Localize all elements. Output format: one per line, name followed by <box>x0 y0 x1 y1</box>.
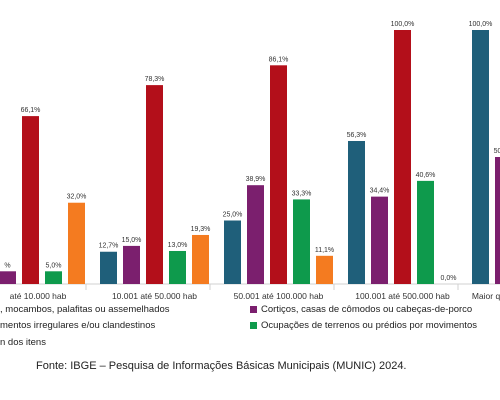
legend-label: n dos itens <box>0 337 46 348</box>
legend-label: mentos irregulares e/ou clandestinos <box>0 320 156 331</box>
legend-swatch <box>250 322 257 329</box>
data-label: % <box>4 262 10 269</box>
data-label: 13,0% <box>168 242 188 249</box>
bar <box>270 65 287 284</box>
legend-item-nenhum: n dos itens <box>0 337 46 348</box>
bar <box>417 180 434 284</box>
data-label: 40,6% <box>416 172 436 179</box>
bar <box>495 157 500 284</box>
bar <box>0 271 16 284</box>
data-label: 25,0% <box>223 212 243 219</box>
bar <box>169 250 186 284</box>
data-label: 19,3% <box>191 226 211 233</box>
data-label: 34,4% <box>370 188 390 195</box>
x-tick-label: até 10.000 hab <box>10 291 67 301</box>
bar <box>45 271 62 284</box>
legend-item-corticos: Cortiços, casas de cômodos ou cabeças-de… <box>250 304 472 315</box>
bar <box>394 30 411 284</box>
x-tick-label: Maior q <box>472 291 500 301</box>
bar <box>100 251 117 284</box>
data-label: 78,3% <box>145 76 165 83</box>
data-label: 50,0% <box>494 148 500 155</box>
data-label: 11,1% <box>315 247 334 254</box>
chart-source: Fonte: IBGE – Pesquisa de Informações Bá… <box>36 360 407 372</box>
legend-label: , mocambos, palafitas ou assemelhados <box>0 304 170 315</box>
x-tick-label: 100.001 até 500.000 hab <box>355 291 450 301</box>
x-tick-label: 50.001 até 100.000 hab <box>234 291 324 301</box>
legend-item-ocupacoes: Ocupações de terrenos ou prédios por mov… <box>250 320 477 331</box>
bar <box>192 234 209 284</box>
legend-item-irregulares: mentos irregulares e/ou clandestinos <box>0 320 155 331</box>
data-label: 38,9% <box>246 176 266 183</box>
bar <box>472 30 489 284</box>
bar <box>316 255 333 284</box>
bar <box>247 185 264 284</box>
legend-swatch <box>250 306 257 313</box>
legend-label: Ocupações de terrenos ou prédios por mov… <box>261 320 477 331</box>
bar <box>146 85 163 284</box>
bar <box>22 116 39 284</box>
data-label: 66,1% <box>21 107 41 114</box>
data-label: 100,0% <box>391 21 415 28</box>
bar <box>68 202 85 284</box>
legend-label: Cortiços, casas de cômodos ou cabeças-de… <box>261 304 473 315</box>
data-label: 12,7% <box>99 243 119 250</box>
bar <box>224 220 241 284</box>
bar <box>123 245 140 284</box>
data-label: 5,0% <box>46 262 62 269</box>
x-tick-label: 10.001 até 50.000 hab <box>112 291 197 301</box>
bar-chart: % 66,1% 5,0% 32,0% até 10.000 hab 12,7%15,0% 7… <box>0 21 500 301</box>
bar <box>348 140 365 284</box>
data-label: 15,0% <box>122 237 142 244</box>
data-label: 100,0% <box>469 21 493 28</box>
data-label: 33,3% <box>292 190 312 197</box>
bar <box>371 196 388 284</box>
bar <box>293 199 310 284</box>
data-label: 32,0% <box>67 194 87 201</box>
data-label: 86,1% <box>269 56 289 63</box>
data-label: 0,0% <box>441 275 457 282</box>
data-label: 56,3% <box>347 132 367 139</box>
legend-item-mocambos: , mocambos, palafitas ou assemelhados <box>0 304 170 315</box>
